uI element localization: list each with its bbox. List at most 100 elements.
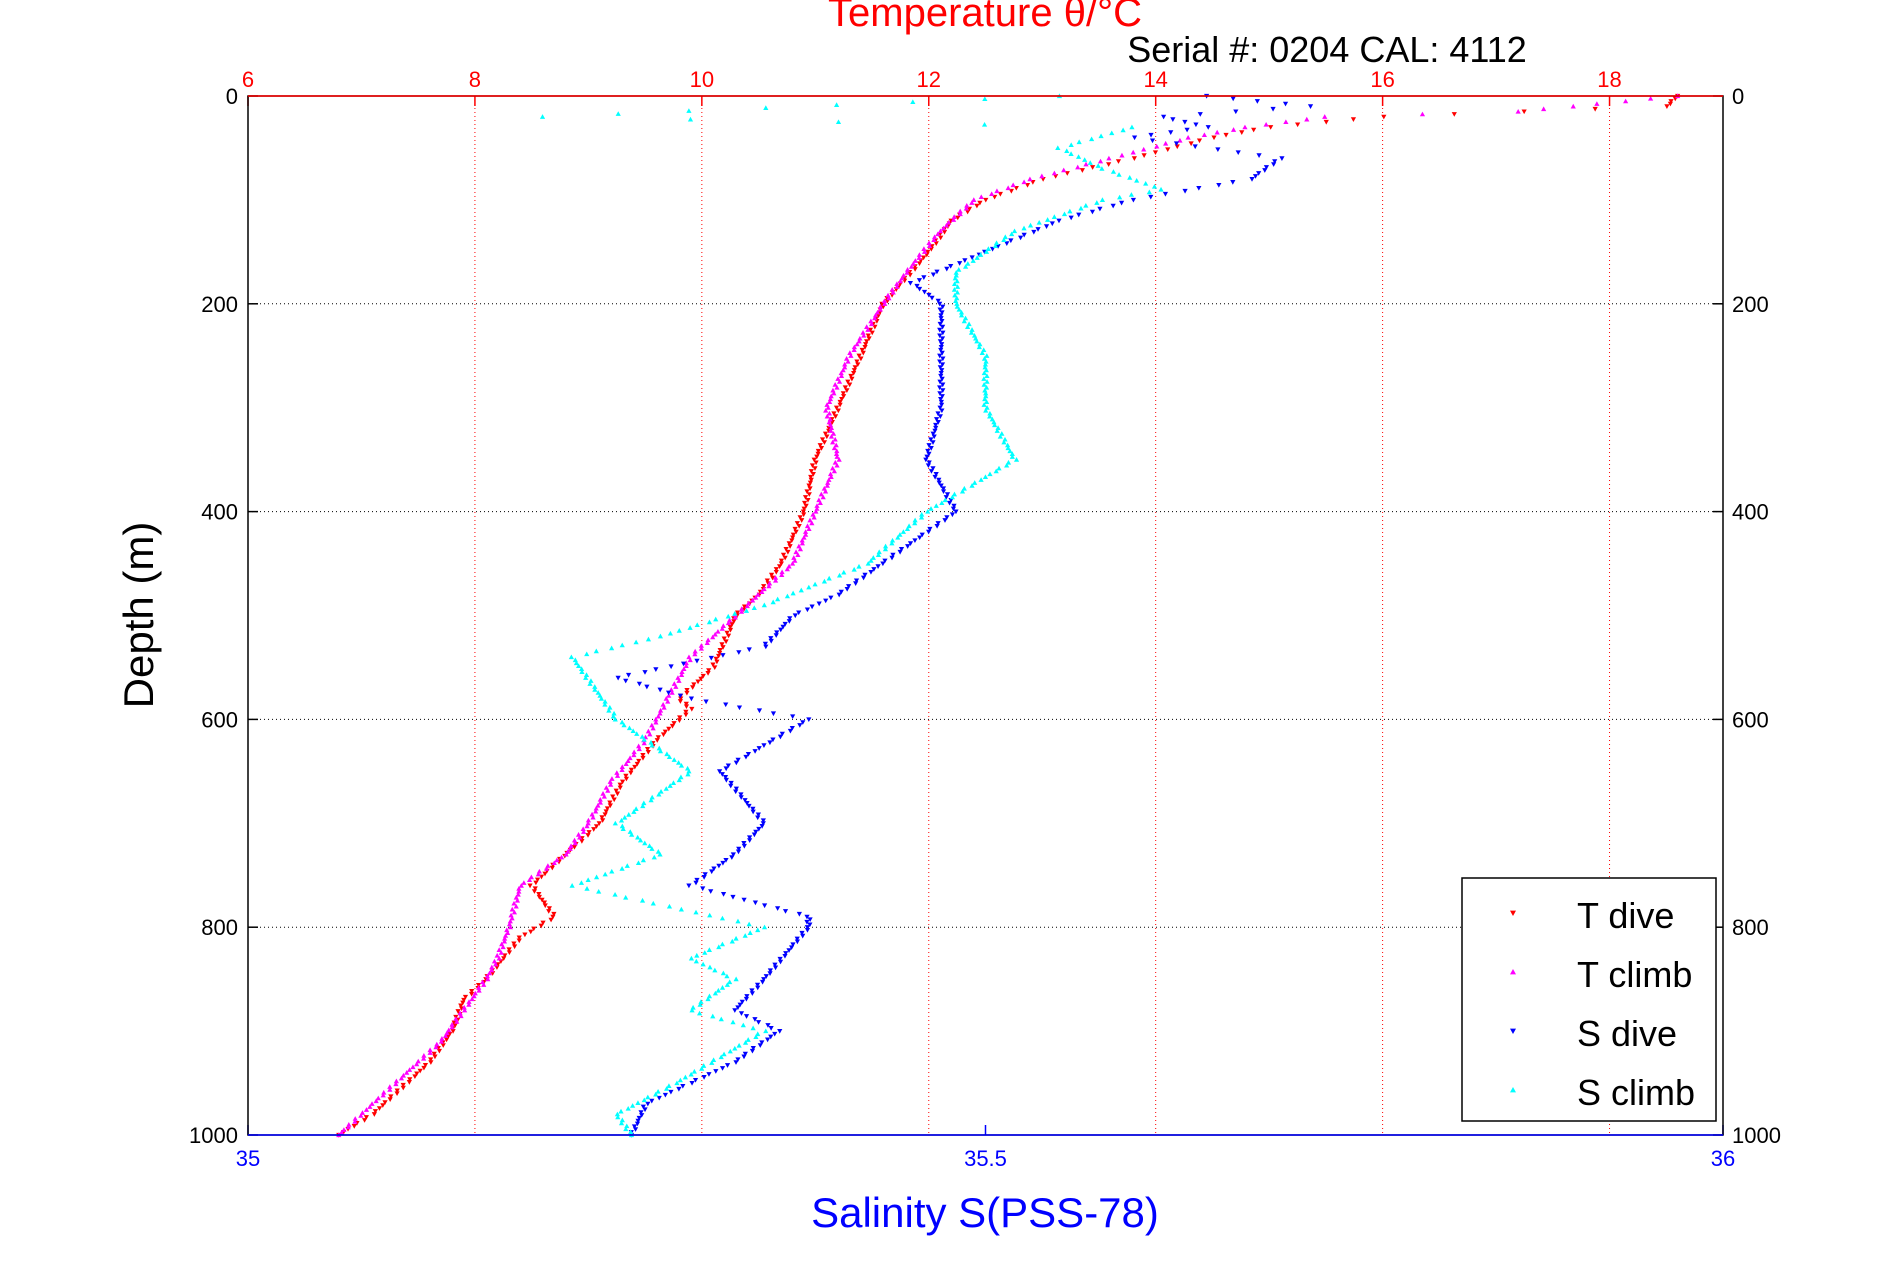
- data-point: [959, 488, 966, 494]
- data-point: [579, 839, 585, 844]
- data-point: [735, 918, 741, 924]
- data-point: [469, 991, 475, 997]
- data-point: [904, 526, 911, 531]
- data-point: [745, 1037, 751, 1042]
- data-point: [1521, 109, 1527, 115]
- data-point: [1099, 197, 1106, 202]
- data-point: [735, 849, 742, 855]
- data-point: [546, 906, 552, 911]
- data-point: [955, 215, 961, 221]
- data-point: [628, 767, 635, 773]
- data-point: [840, 391, 846, 396]
- data-point: [949, 512, 956, 518]
- data-point: [992, 243, 999, 248]
- data-point: [514, 897, 521, 903]
- data-point: [683, 709, 689, 715]
- data-point: [684, 690, 690, 696]
- data-point: [1262, 168, 1268, 173]
- data-point: [484, 973, 491, 979]
- data-point: [635, 1118, 641, 1124]
- data-point: [580, 826, 586, 832]
- data-point: [733, 1060, 739, 1065]
- data-point: [1018, 235, 1024, 241]
- data-point: [937, 359, 943, 365]
- data-point: [868, 318, 874, 324]
- data-point: [680, 661, 687, 667]
- data-point: [716, 863, 722, 869]
- data-point: [624, 863, 630, 868]
- data-point: [995, 425, 1001, 430]
- data-point: [854, 341, 860, 347]
- data-point: [801, 506, 807, 512]
- data-point: [761, 584, 767, 589]
- data-point: [671, 757, 677, 762]
- data-point: [718, 1016, 724, 1022]
- data-point: [718, 1054, 724, 1060]
- data-point: [747, 838, 753, 843]
- data-point: [763, 1028, 769, 1034]
- data-point: [750, 809, 756, 815]
- data-point: [1116, 172, 1122, 177]
- data-point: [1205, 125, 1211, 130]
- data-point: [1223, 132, 1229, 138]
- data-point: [981, 402, 987, 407]
- data-point: [665, 698, 671, 704]
- data-point: [669, 723, 676, 729]
- data-point: [701, 875, 707, 880]
- data-point: [732, 611, 738, 616]
- data-point: [861, 332, 867, 338]
- data-point: [421, 1065, 427, 1071]
- data-point: [662, 1092, 668, 1098]
- tick-label-temp-10: 10: [690, 67, 714, 92]
- data-point: [982, 396, 988, 402]
- data-point: [417, 1068, 423, 1074]
- data-point: [786, 563, 792, 569]
- data-point: [617, 785, 623, 791]
- data-point: [649, 846, 655, 851]
- data-point: [944, 492, 951, 497]
- data-point: [602, 871, 608, 877]
- data-point: [928, 446, 934, 451]
- data-point: [706, 619, 713, 625]
- data-point: [1083, 161, 1089, 167]
- data-point: [528, 874, 534, 880]
- data-point: [450, 1029, 456, 1034]
- data-point: [705, 996, 711, 1002]
- data-point: [716, 944, 722, 950]
- data-point: [738, 792, 744, 798]
- data-point: [533, 880, 539, 886]
- data-point: [1230, 96, 1236, 102]
- data-point: [592, 687, 598, 692]
- data-point: [858, 356, 864, 362]
- data-point: [977, 341, 983, 347]
- data-point: [608, 782, 614, 787]
- data-point: [940, 356, 946, 362]
- data-point: [773, 577, 779, 583]
- data-point: [933, 503, 939, 508]
- data-point: [1131, 156, 1137, 161]
- data-point: [807, 917, 813, 923]
- data-point: [984, 373, 990, 379]
- data-point: [741, 1054, 747, 1060]
- data-point: [940, 382, 946, 388]
- data-point: [1009, 231, 1015, 237]
- data-point: [794, 521, 800, 526]
- data-point: [772, 965, 779, 971]
- data-point: [466, 999, 472, 1004]
- data-point: [951, 214, 957, 219]
- data-point: [706, 947, 712, 952]
- data-point: [831, 390, 837, 396]
- data-point: [897, 278, 903, 284]
- data-point: [938, 313, 944, 318]
- data-point: [626, 725, 633, 731]
- data-point: [587, 681, 593, 686]
- data-point: [535, 871, 541, 877]
- data-point: [414, 1071, 420, 1077]
- data-point: [792, 526, 798, 532]
- data-point: [709, 869, 715, 875]
- data-point: [636, 1115, 642, 1121]
- tick-label-temp-16: 16: [1370, 67, 1394, 92]
- data-point: [712, 967, 718, 973]
- data-point: [636, 758, 642, 764]
- data-point: [1148, 194, 1154, 200]
